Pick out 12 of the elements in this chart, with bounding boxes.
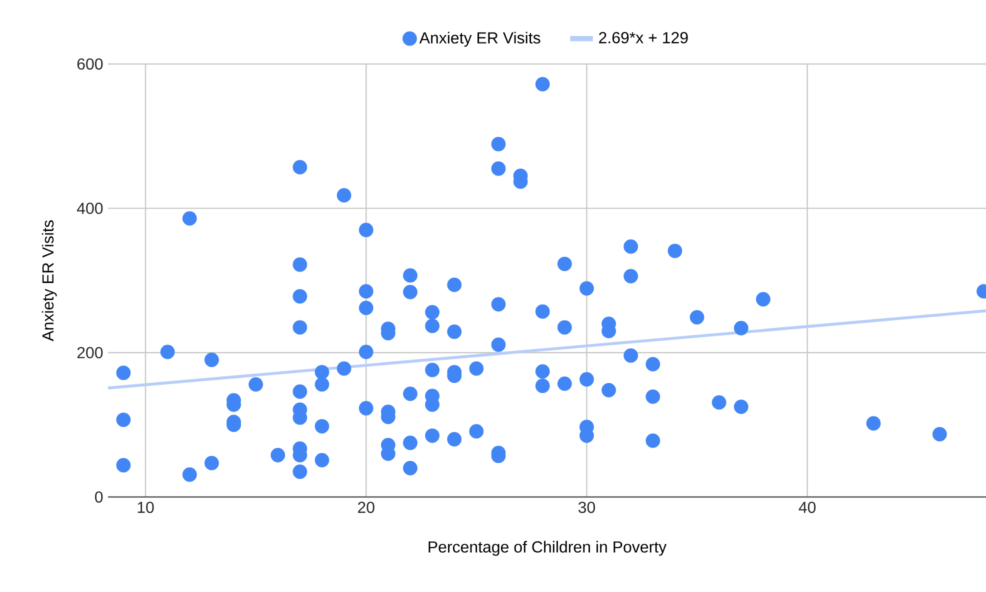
y-axis-title: Anxiety ER Visits [42,220,57,342]
x-tick-label: 40 [798,502,816,514]
legend-label: Anxiety ER Visits [419,32,540,47]
y-tick-label: 200 [77,347,103,358]
legend-label: 2.69*x + 129 [599,32,688,44]
y-tick-label: 400 [76,202,103,214]
y-tick-label: 600 [77,58,103,70]
x-axis-title: Percentage of Children in Poverty [428,540,667,556]
x-tick-label: 20 [358,502,374,514]
x-tick-label: 30 [578,502,595,514]
y-tick-label: 0 [95,491,103,503]
x-tick-label: 10 [138,502,154,514]
